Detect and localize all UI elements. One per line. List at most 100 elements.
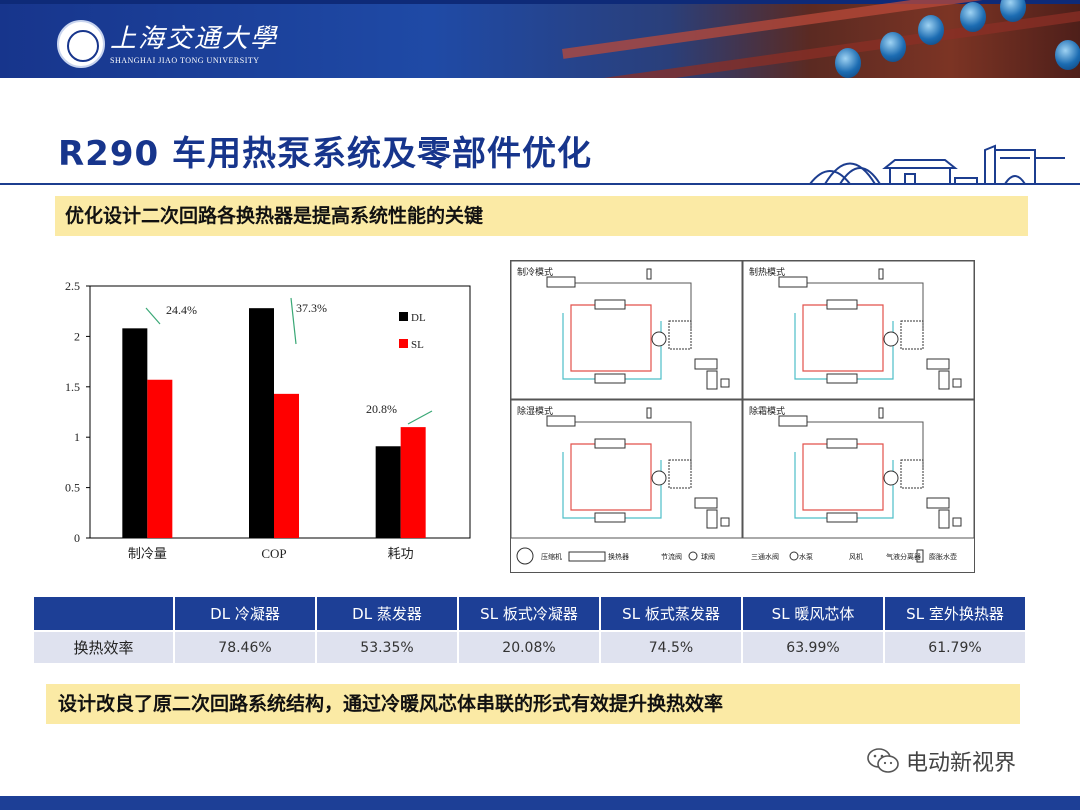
- lantern-bead-decoration: [1055, 40, 1080, 70]
- annotation-arrow: [145, 307, 161, 325]
- exchanger-symbol: [826, 299, 858, 310]
- diagram-legend-label: 三通水阀: [751, 552, 779, 561]
- compressor-symbol: [651, 470, 667, 486]
- table-cell: 20.08%: [458, 630, 601, 663]
- table-row-label: 换热效率: [34, 630, 175, 663]
- table-cell: 78.46%: [174, 630, 317, 663]
- table-header-cell: SL 板式蒸发器: [600, 597, 743, 631]
- y-tick-label: 1: [74, 430, 80, 444]
- exchanger-symbol: [594, 438, 626, 449]
- lantern-bead-decoration: [1000, 0, 1026, 22]
- mode-panel-title: 除霜模式: [749, 405, 785, 417]
- x-category-label: 制冷量: [128, 546, 167, 561]
- table-header-cell: SL 暖风芯体: [742, 597, 885, 631]
- compressor-symbol: [651, 331, 667, 347]
- watermark-text: 电动新视界: [906, 751, 1017, 776]
- performance-bar-chart: 0 0.5 1 1.5 2 2.5 制冷量 COP 耗功 24.4% 37.3% 20.8% DL SL: [65, 279, 471, 561]
- x-category-label: COP: [261, 546, 286, 561]
- tank-legend-icon: [916, 549, 924, 563]
- refrigerant-line: [551, 421, 692, 470]
- exchanger-symbol: [778, 276, 808, 288]
- mode-panel: 除湿模式: [510, 399, 743, 539]
- diagram-legend-label: 水泵: [799, 552, 813, 561]
- heat-exchange-efficiency-table: DL 冷凝器 DL 蒸发器 SL 板式冷凝器 SL 板式蒸发器 SL 暖风芯体 …: [34, 597, 1027, 663]
- mode-panel-title: 除湿模式: [517, 405, 553, 417]
- valve-block: [668, 320, 692, 350]
- valve-block: [668, 459, 692, 489]
- table-row: 换热效率 78.46% 53.35% 20.08% 74.5% 63.99% 6…: [34, 630, 1027, 663]
- mode-panel-title: 制冷模式: [517, 266, 553, 278]
- annotation-label: 20.8%: [366, 402, 397, 416]
- bar-dl: [375, 446, 401, 538]
- legend-label-sl: SL: [411, 339, 424, 351]
- diagram-legend-label: 气液分离器: [886, 552, 921, 561]
- refrigerant-line: [551, 282, 692, 331]
- mode-panel-frame: [742, 260, 975, 400]
- refrigerant-line: [783, 421, 924, 470]
- exchanger-symbol: [778, 415, 808, 427]
- exchanger-symbol: [826, 512, 858, 523]
- diagram-legend-label: 球阀: [701, 552, 715, 561]
- header-top-line: [0, 0, 1080, 4]
- exchanger-symbol: [694, 497, 718, 509]
- diagram-legend-label: 换热器: [608, 552, 629, 561]
- separator-symbol: [706, 509, 718, 529]
- lantern-bead-decoration: [835, 48, 861, 78]
- table-header-cell: [34, 597, 175, 631]
- pump-symbol: [720, 378, 730, 388]
- bar-sl: [147, 379, 173, 538]
- exchanger-symbol: [826, 438, 858, 449]
- exchanger-symbol: [546, 276, 576, 288]
- university-name-en: SHANGHAI JIAO TONG UNIVERSITY: [110, 56, 260, 65]
- bar-sl: [400, 427, 426, 538]
- legend-label-dl: DL: [411, 312, 426, 324]
- exchanger-symbol: [594, 373, 626, 384]
- separator-symbol: [938, 370, 950, 390]
- university-seal-logo: [57, 20, 105, 68]
- y-tick-label: 2: [74, 329, 80, 343]
- table-cell: 53.35%: [316, 630, 459, 663]
- separator-symbol: [706, 370, 718, 390]
- diagram-legend-label: 压缩机: [541, 552, 562, 561]
- annotation-label: 24.4%: [166, 303, 197, 317]
- slide-title: R290 车用热泵系统及零部件优化: [58, 134, 592, 174]
- mode-panel-title: 制热模式: [749, 266, 785, 278]
- lantern-bead-decoration: [960, 2, 986, 32]
- exchanger-symbol: [826, 373, 858, 384]
- valve-block: [900, 320, 924, 350]
- y-tick-label: 0: [74, 531, 80, 545]
- table-cell: 74.5%: [600, 630, 743, 663]
- footer-bar: [0, 796, 1080, 810]
- table-cell: 61.79%: [884, 630, 1027, 663]
- exchanger-legend-icon: [568, 551, 606, 562]
- y-tick-label: 1.5: [65, 380, 80, 394]
- mode-panel: 除霜模式: [742, 399, 975, 539]
- y-tick-label: 2.5: [65, 279, 80, 293]
- lantern-bead-decoration: [918, 15, 944, 45]
- table-header-cell: SL 板式冷凝器: [458, 597, 601, 631]
- exchanger-symbol: [926, 358, 950, 370]
- valve-block: [900, 459, 924, 489]
- title-underline: [0, 183, 1080, 185]
- pump-legend-icon: [789, 551, 799, 561]
- lantern-bead-decoration: [880, 32, 906, 62]
- expansion-tank-symbol: [878, 407, 884, 419]
- mode-panel-frame: [510, 260, 743, 400]
- compressor-symbol: [883, 470, 899, 486]
- pump-symbol: [952, 378, 962, 388]
- diagram-legend: 压缩机 换热器 节流阀 球阀 三通水阀 水泵 风机 气液分离器 膨胀水壶: [516, 547, 957, 565]
- pump-symbol: [720, 517, 730, 527]
- conclusion-banner: 设计改良了原二次回路系统结构，通过冷暖风芯体串联的形式有效提升换热效率: [46, 684, 1020, 724]
- bar-dl: [249, 308, 274, 538]
- exchanger-symbol: [594, 299, 626, 310]
- separator-symbol: [938, 509, 950, 529]
- heat-pump-mode-diagram: 制冷模式 制热模式除湿模式 除霜模式压缩机 换热器 节流阀 球阀 三通水阀 水泵 风机 气液分离器…: [510, 260, 975, 573]
- diagram-legend-label: 节流阀: [661, 552, 682, 561]
- diagram-legend-label: 风机: [849, 552, 863, 561]
- refrigerant-line: [783, 282, 924, 331]
- compressor-symbol: [883, 331, 899, 347]
- table-header-cell: DL 蒸发器: [316, 597, 459, 631]
- expansion-tank-symbol: [646, 407, 652, 419]
- legend-swatch-dl: [399, 312, 408, 321]
